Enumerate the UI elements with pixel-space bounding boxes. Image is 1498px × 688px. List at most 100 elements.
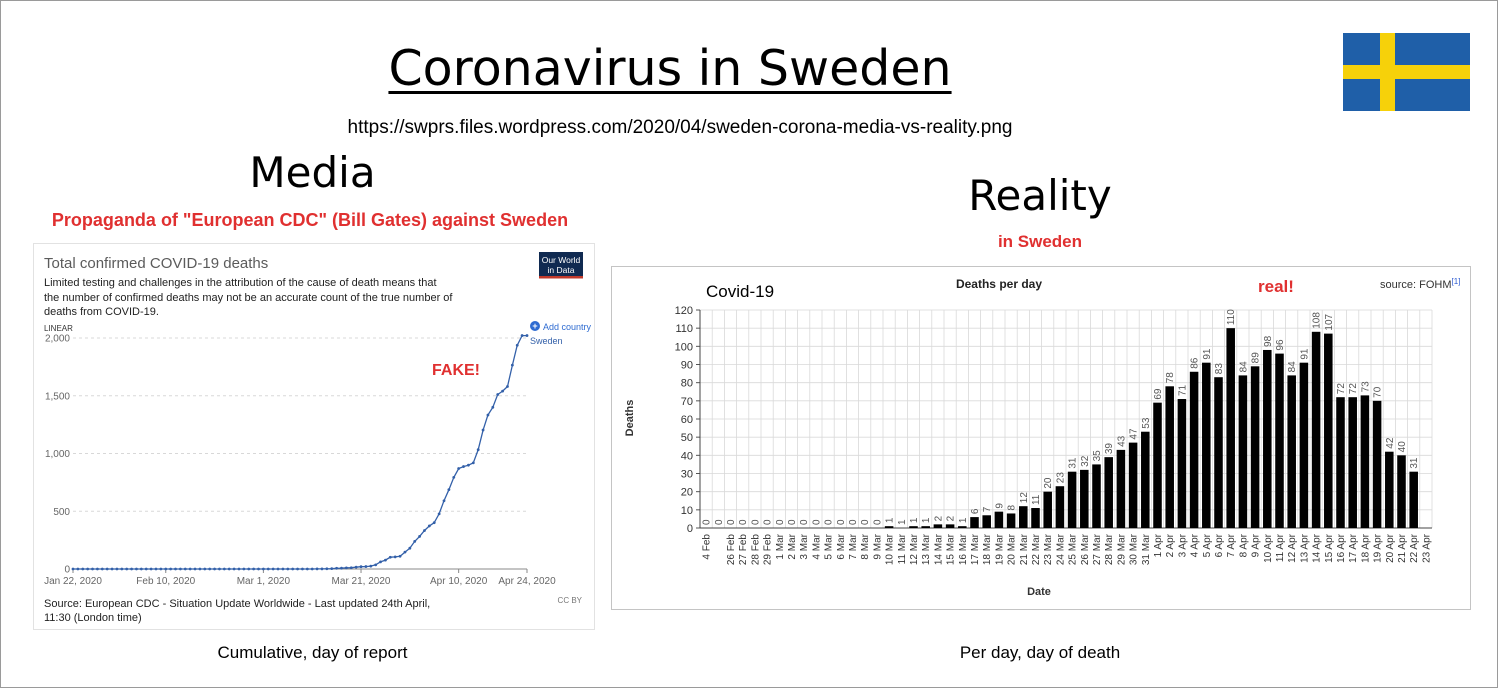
data-point	[139, 567, 143, 571]
reality-chart-panel: Covid-19 Deaths per day real! source: FO…	[611, 266, 1471, 610]
add-country-label: Add country	[543, 322, 592, 332]
bar	[958, 526, 967, 528]
bar-value-label: 70	[1373, 386, 1384, 398]
bar-value-label: 8	[1007, 504, 1018, 510]
data-point	[374, 563, 378, 567]
source-label: source: FOHM[1]	[1380, 277, 1460, 291]
bar	[1324, 333, 1333, 528]
data-point	[96, 567, 99, 571]
bar-value-label: 43	[1116, 435, 1127, 447]
bar-value-label: 107	[1324, 313, 1335, 330]
x-tick-label: 1 Apr	[1153, 533, 1164, 557]
bar-value-label: 84	[1287, 361, 1298, 373]
x-tick-label: 19 Mar	[994, 533, 1005, 565]
data-point	[120, 567, 124, 571]
data-point	[496, 393, 500, 396]
data-point	[506, 385, 509, 388]
bar	[1153, 402, 1162, 528]
data-point	[169, 567, 173, 571]
bar-value-label: 39	[1104, 443, 1115, 455]
x-tick-label: 20 Mar	[1007, 533, 1018, 565]
x-tick-label: 5 Mar	[824, 533, 835, 559]
x-tick-label: Mar 1, 2020	[237, 576, 291, 587]
x-axis: Jan 22, 2020 Feb 10, 2020 Mar 1, 2020 Mar 2…	[44, 569, 556, 587]
bar-value-label: 0	[860, 519, 871, 525]
x-tick-label: 2 Apr	[1165, 533, 1176, 557]
scale-label[interactable]: LINEAR	[44, 324, 73, 333]
bar-value-label: 72	[1336, 383, 1347, 395]
data-point	[144, 567, 148, 571]
data-point	[81, 567, 85, 571]
data-point	[354, 565, 358, 569]
data-point	[178, 567, 182, 571]
data-point	[364, 565, 368, 568]
data-point	[193, 567, 197, 571]
x-tick-label: 11 Mar	[897, 533, 908, 564]
x-axis-label: Date	[1027, 586, 1051, 598]
x-tick-label: 24 Mar	[1055, 533, 1066, 565]
chart-description-line: Limited testing and challenges in the at…	[44, 277, 437, 289]
bar-value-label: 0	[836, 519, 847, 525]
grid	[699, 309, 1433, 529]
data-point	[315, 567, 319, 571]
bar-value-label: 86	[1190, 357, 1201, 369]
x-tick-label: 25 Mar	[1068, 533, 1079, 565]
data-point	[115, 567, 119, 571]
bar	[1311, 331, 1321, 528]
bar	[1348, 397, 1357, 528]
data-point	[71, 567, 75, 571]
bar-value-label: 0	[714, 519, 725, 525]
series-line-sweden	[73, 334, 527, 570]
bar	[1372, 400, 1382, 528]
data-point	[515, 343, 519, 347]
y-tick-label: 1,000	[45, 449, 70, 460]
data-point	[437, 512, 441, 516]
data-point	[427, 524, 431, 528]
y-axis: 0 500 1,000 1,500 2,000	[45, 334, 70, 576]
y-tick-label: 60	[681, 414, 693, 426]
data-point	[247, 567, 251, 571]
add-country-button[interactable]: + Add country	[530, 321, 592, 332]
data-point	[91, 567, 94, 571]
data-point	[344, 566, 348, 570]
x-tick-label: 18 Apr	[1360, 533, 1371, 563]
x-tick-label: 4 Apr	[1190, 533, 1201, 557]
bar-value-label: 0	[775, 519, 786, 525]
bar-value-label: 47	[1129, 428, 1140, 440]
data-point	[432, 521, 436, 525]
x-tick-label: 6 Mar	[836, 533, 847, 559]
owid-logo: Our World in Data	[539, 252, 583, 279]
x-tick-label: 30 Mar	[1129, 533, 1140, 565]
data-point	[271, 567, 275, 571]
source-footnote-link[interactable]: [1]	[1452, 277, 1461, 286]
svg-text:+: +	[532, 321, 537, 331]
data-point	[418, 535, 422, 538]
y-tick-label: 70	[681, 396, 693, 408]
source-url: https://swprs.files.wordpress.com/2020/0…	[347, 117, 1013, 138]
x-tick-label: 9 Apr	[1251, 533, 1262, 557]
data-point	[301, 567, 304, 571]
page-title: Coronavirus in Sweden	[388, 40, 952, 97]
x-tick-label: 17 Mar	[970, 533, 981, 565]
bar-value-label: 6	[970, 508, 981, 514]
data-point	[149, 567, 153, 571]
data-point	[310, 567, 314, 571]
bar-value-label: 35	[1092, 450, 1103, 462]
x-tick-label: 28 Feb	[750, 534, 761, 566]
data-point	[379, 560, 382, 564]
bar	[994, 511, 1004, 528]
bar	[1360, 395, 1370, 528]
y-tick-label: 0	[687, 523, 693, 535]
x-tick-label: 3 Apr	[1177, 533, 1188, 557]
data-point	[501, 389, 504, 393]
data-point	[261, 567, 265, 571]
fake-annotation: FAKE!	[432, 362, 480, 379]
data-point	[159, 567, 163, 571]
x-tick-label: 12 Apr	[1287, 533, 1298, 563]
x-tick-label: 5 Apr	[1202, 533, 1213, 557]
bar-value-label: 91	[1299, 348, 1310, 360]
x-tick-label: 21 Apr	[1397, 533, 1408, 563]
data-point	[452, 476, 456, 479]
data-point	[286, 567, 290, 571]
